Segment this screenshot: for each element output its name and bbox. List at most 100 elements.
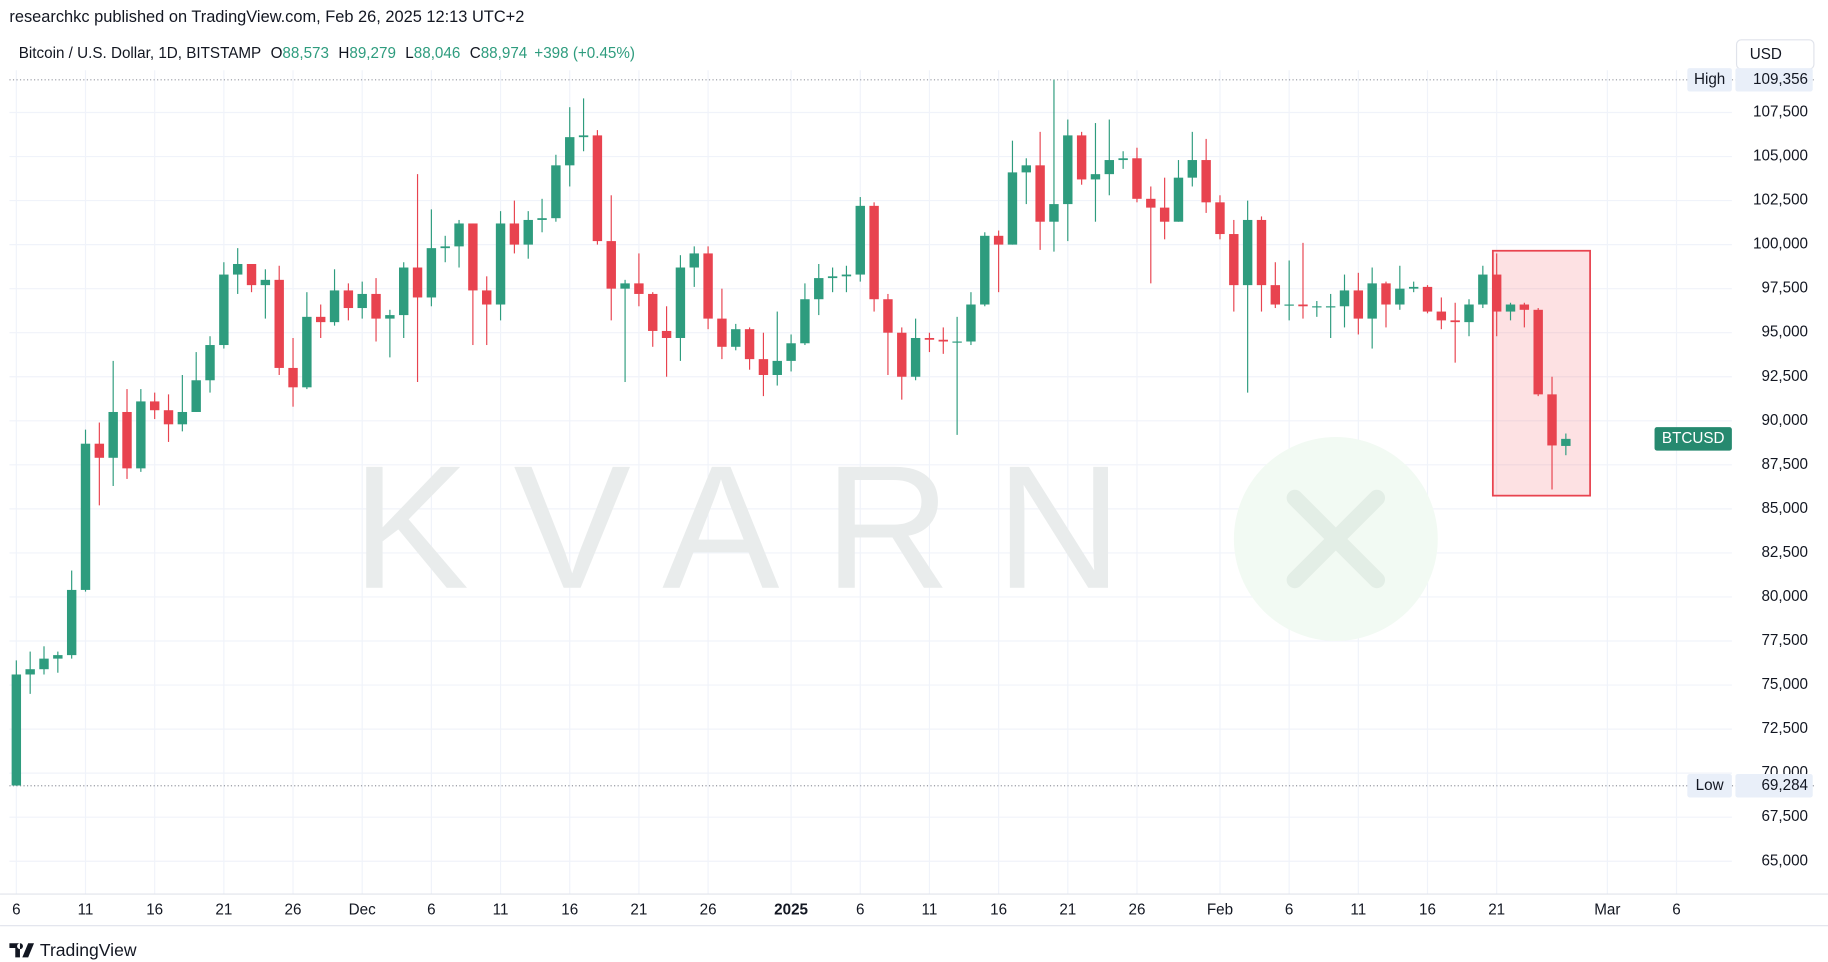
candle-body xyxy=(1519,304,1530,310)
candle-body xyxy=(731,329,741,347)
candle-body xyxy=(758,359,769,375)
x-tick-label: 16 xyxy=(146,901,163,918)
y-tick-label: 85,000 xyxy=(1761,500,1808,517)
candle-body xyxy=(1090,174,1101,180)
candle-body xyxy=(39,658,49,670)
symbol-info: Bitcoin / U.S. Dollar, 1D, BITSTAMP O88,5… xyxy=(19,45,635,62)
x-tick-label: Feb xyxy=(1207,901,1233,918)
change: +398 (+0.45%) xyxy=(534,45,635,62)
candle-body xyxy=(1491,274,1502,312)
last-price-tag xyxy=(1654,427,1732,451)
y-tick-label: 67,500 xyxy=(1761,808,1808,825)
x-tick-label: 21 xyxy=(1059,901,1076,918)
y-tick-label: 80,000 xyxy=(1761,588,1808,605)
y-tick-label: 102,500 xyxy=(1753,192,1808,209)
candle-body xyxy=(343,290,354,309)
candle-body xyxy=(412,267,423,298)
candle-body xyxy=(1049,204,1059,222)
candle-body xyxy=(1325,306,1336,308)
y-tick-label: 90,000 xyxy=(1761,412,1808,429)
x-tick-label: 21 xyxy=(630,901,647,918)
candle-body xyxy=(689,253,699,268)
candle-body xyxy=(1063,135,1073,205)
candle-body xyxy=(537,218,547,220)
candle-body xyxy=(1436,311,1447,321)
candle-body xyxy=(495,223,506,305)
x-tick-label: 2025 xyxy=(774,901,808,918)
y-tick-label: 65,000 xyxy=(1761,852,1808,869)
candle-body xyxy=(1478,274,1488,305)
candle-body xyxy=(980,235,990,305)
x-tick-label: 21 xyxy=(1488,901,1505,918)
candle-body xyxy=(482,290,492,305)
x-tick-label: 11 xyxy=(78,901,94,918)
candle-body xyxy=(578,135,589,138)
x-tick-label: 11 xyxy=(493,901,509,918)
candle-body xyxy=(744,329,755,360)
candle-body xyxy=(288,367,298,388)
candle-body xyxy=(315,316,326,323)
candle-body xyxy=(177,411,188,425)
candle-body xyxy=(523,219,533,245)
candle-body xyxy=(1035,165,1045,222)
candle-body xyxy=(80,443,91,590)
candle-body xyxy=(1007,172,1018,245)
y-tick-label: 100,000 xyxy=(1753,236,1808,253)
y-tick-label: 97,500 xyxy=(1761,280,1808,297)
symbol: Bitcoin / U.S. Dollar, 1D, BITSTAMP xyxy=(19,45,261,62)
x-tick-label: 16 xyxy=(990,901,1007,918)
candle-body xyxy=(841,274,852,277)
candle-body xyxy=(620,283,630,289)
y-tick-label: 107,500 xyxy=(1753,103,1808,120)
candle-body xyxy=(205,345,215,381)
x-tick-label: 26 xyxy=(285,901,302,918)
candle-body xyxy=(468,223,478,291)
candle-body xyxy=(66,589,77,656)
y-tick-label: 95,000 xyxy=(1761,324,1808,341)
candle-body xyxy=(1422,286,1433,312)
candle-body xyxy=(509,223,520,245)
candle-body xyxy=(661,330,672,338)
candle-body xyxy=(191,380,201,412)
x-tick-label: 11 xyxy=(922,901,938,918)
candle-body xyxy=(108,411,118,458)
candle-body xyxy=(897,332,907,377)
candle-body xyxy=(1353,290,1364,319)
candle-body xyxy=(1104,160,1115,175)
last-price-label: BTCUSD xyxy=(1662,430,1725,447)
candle-body xyxy=(94,443,105,458)
candle-body xyxy=(1146,198,1156,208)
watermark-logo-x xyxy=(1286,489,1386,589)
y-tick-label: 87,500 xyxy=(1761,456,1808,473)
x-tick-label: 16 xyxy=(1419,901,1436,918)
price-tag-label: Low xyxy=(1696,777,1725,794)
price-tag-value: 69,284 xyxy=(1761,777,1808,794)
footer-brand: TradingView xyxy=(40,940,137,960)
candle-body xyxy=(163,410,174,425)
price-tag-bg xyxy=(1735,774,1813,798)
candle-body xyxy=(1173,177,1184,222)
candle-body xyxy=(426,248,437,298)
x-tick-label: Mar xyxy=(1594,901,1620,918)
candle-body xyxy=(136,401,146,469)
candle-body xyxy=(1242,219,1253,286)
candle-body xyxy=(440,246,450,249)
candle-body xyxy=(1464,304,1474,323)
x-tick-label: 26 xyxy=(1129,901,1146,918)
candle-body xyxy=(399,267,409,316)
ohlc-key: L xyxy=(405,45,413,62)
candle-body xyxy=(219,274,229,346)
candle-body xyxy=(855,205,865,275)
candle-body xyxy=(1367,283,1377,319)
candle-body xyxy=(648,293,658,331)
candle-body xyxy=(1533,309,1543,395)
candle-body xyxy=(938,339,948,342)
y-tick-label: 82,500 xyxy=(1761,544,1808,561)
candle-body xyxy=(1505,304,1516,312)
x-tick-label: 6 xyxy=(856,901,864,918)
candle-body xyxy=(924,337,935,340)
ohlc-value: 88,573 xyxy=(282,45,329,62)
candle-body xyxy=(1076,135,1087,180)
candle-body xyxy=(703,253,713,319)
